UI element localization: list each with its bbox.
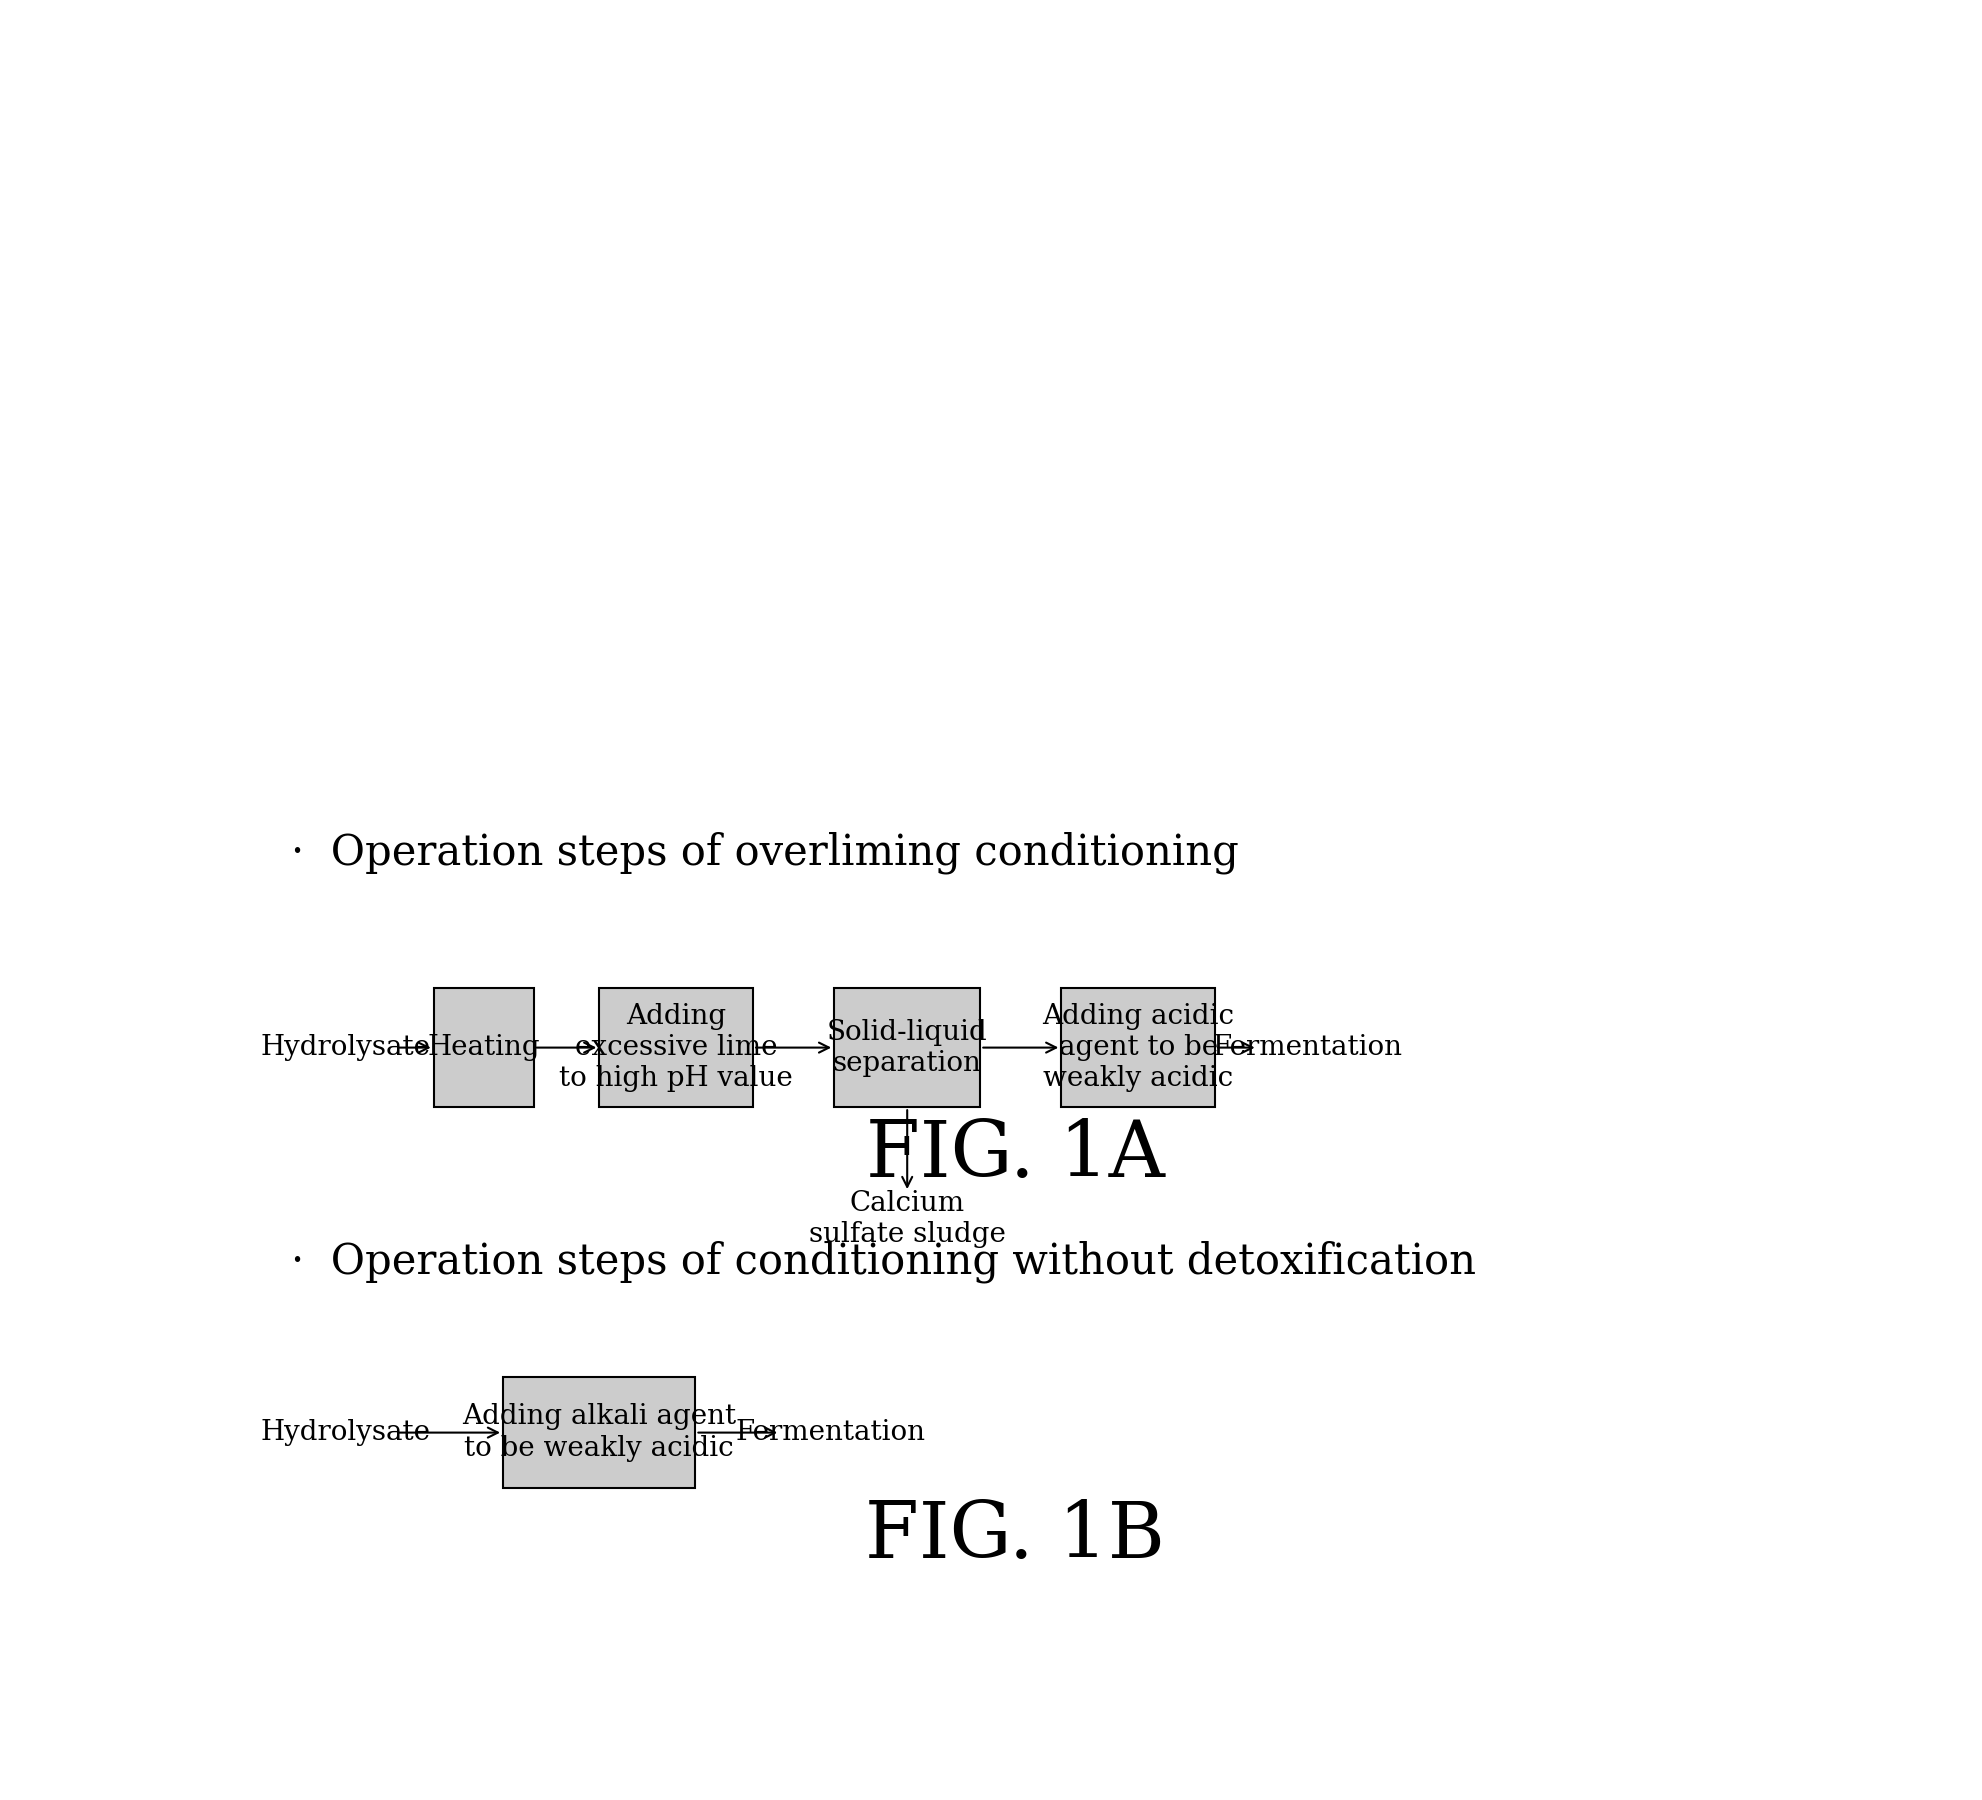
Text: Solid-liquid
separation: Solid-liquid separation [826,1019,987,1076]
Text: ·  Operation steps of conditioning without detoxification: · Operation steps of conditioning withou… [291,1240,1477,1283]
Text: Heating: Heating [428,1033,539,1062]
Text: Adding
excessive lime
to high pH value: Adding excessive lime to high pH value [559,1003,793,1093]
Text: Calcium
sulfate sludge: Calcium sulfate sludge [809,1190,1005,1247]
Text: Fermentation: Fermentation [735,1418,926,1445]
Text: Hydrolysate: Hydrolysate [260,1418,430,1445]
Text: Adding acidic
agent to be
weakly acidic: Adding acidic agent to be weakly acidic [1043,1003,1235,1093]
Text: ·  Operation steps of overliming conditioning: · Operation steps of overliming conditio… [291,832,1239,875]
Text: Adding alkali agent
to be weakly acidic: Adding alkali agent to be weakly acidic [462,1404,735,1462]
Text: Fermentation: Fermentation [1213,1033,1403,1062]
Text: Hydrolysate: Hydrolysate [260,1033,430,1062]
Bar [503,1377,696,1489]
Bar [434,988,533,1107]
Bar [834,988,981,1107]
Bar [1060,988,1215,1107]
Text: FIG. 1A: FIG. 1A [866,1118,1165,1193]
Bar [599,988,753,1107]
Text: FIG. 1B: FIG. 1B [864,1499,1165,1575]
